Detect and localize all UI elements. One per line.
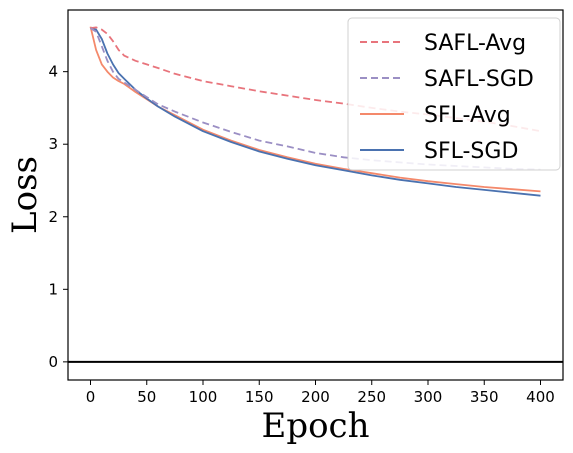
x-tick-label: 200 <box>301 388 330 406</box>
x-tick-label: 150 <box>245 388 274 406</box>
ticks-layer: 0 50 100 150 200 250 300 350 400 0 1 2 3 4 <box>48 63 554 406</box>
x-tick-label: 300 <box>414 388 443 406</box>
legend-label-sfl-sgd: SFL-SGD <box>424 139 518 164</box>
x-tick-label: 350 <box>470 388 499 406</box>
legend: SAFL-Avg SAFL-SGD SFL-Avg SFL-SGD <box>347 17 561 171</box>
legend-label-safl-avg: SAFL-Avg <box>424 31 526 56</box>
y-tick-label: 4 <box>48 63 58 81</box>
legend-box <box>347 17 561 171</box>
series-line-sfl-avg <box>89 26 541 193</box>
x-tick-label: 400 <box>526 388 555 406</box>
legend-label-safl-sgd: SAFL-SGD <box>424 67 534 92</box>
x-axis-title: Epoch <box>262 406 370 446</box>
y-tick-label: 0 <box>48 353 58 371</box>
y-tick-label: 2 <box>48 208 58 226</box>
plot-frame <box>67 9 564 381</box>
y-tick-label: 1 <box>48 280 58 298</box>
y-tick-label: 3 <box>48 135 58 153</box>
x-tick-label: 250 <box>357 388 386 406</box>
x-tick-label: 0 <box>86 388 96 406</box>
series-line-sfl-sgd <box>90 27 541 197</box>
x-tick-label: 50 <box>137 388 156 406</box>
x-tick-label: 100 <box>189 388 218 406</box>
series-line-safl-avg <box>90 26 541 133</box>
y-axis-title: Loss <box>5 156 45 234</box>
legend-label-sfl-avg: SFL-Avg <box>424 103 511 128</box>
